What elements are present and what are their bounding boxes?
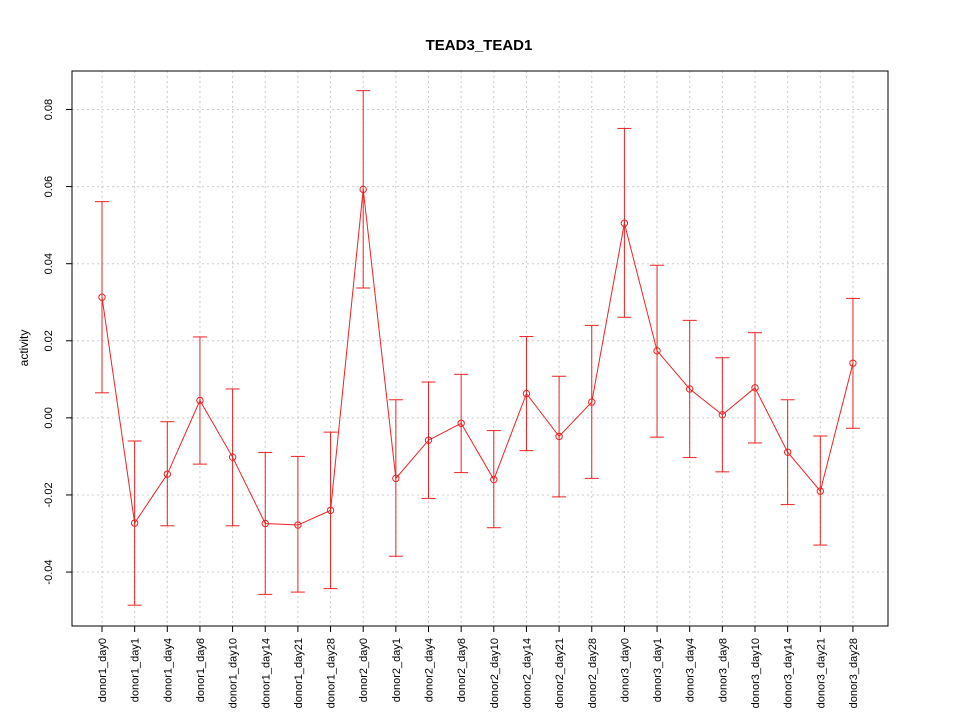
y-tick-label: 0.06 [43,176,55,197]
data-point [228,453,237,461]
x-tick-label: donor2_day4 [424,638,436,702]
y-tick-label: 0.08 [43,99,55,120]
x-tick-label: donor2_day28 [587,638,599,708]
x-tick-label: donor2_day1 [391,638,403,702]
data-point [783,448,792,456]
data-point [392,474,400,483]
data-point [359,185,367,194]
data-point [490,475,498,484]
x-tick-label: donor1_day4 [162,638,174,702]
data-points [98,185,857,529]
x-tick-label: donor1_day8 [195,638,207,702]
data-point [816,487,824,495]
y-tick-label: -0.04 [43,560,55,585]
x-tick-label: donor1_day14 [260,638,272,708]
data-point [163,470,172,478]
data-point [751,384,759,392]
y-tick-label: 0.04 [43,253,55,274]
x-tick-label: donor2_day21 [554,638,566,708]
x-tick-label: donor1_day10 [228,638,240,708]
data-point [130,519,139,527]
data-point [294,521,302,529]
x-tick-label: donor3_day8 [717,638,729,702]
data-point [588,398,596,406]
x-tick-label: donor3_day14 [783,638,795,708]
data-point [98,293,106,301]
x-tick-label: donor3_day21 [815,638,827,708]
chart-title: TEAD3_TEAD1 [426,37,533,54]
y-tick-label: 0.00 [43,407,55,428]
x-tick-label: donor1_day1 [130,638,142,702]
data-point [555,432,563,441]
x-tick-label: donor1_day0 [97,638,109,702]
x-axis: donor1_day0 donor1_day1 donor1_day4 donor1_… [97,625,860,708]
data-point [522,389,531,398]
x-tick-label: donor2_day0 [358,638,370,702]
data-point [457,419,465,427]
y-tick-label: 0.02 [43,330,55,351]
x-tick-label: donor2_day14 [521,638,533,708]
x-tick-label: donor3_day1 [652,638,664,702]
y-axis-label: activity [17,330,31,367]
x-tick-label: donor1_day21 [293,638,305,708]
x-tick-label: donor3_day10 [750,638,762,708]
x-tick-label: donor2_day8 [456,638,468,702]
plot-frame [71,70,889,627]
grid [72,71,888,626]
x-tick-label: donor3_day0 [619,638,631,702]
x-tick-label: donor3_day4 [685,638,697,702]
data-point [196,396,204,405]
data-point [686,385,694,393]
y-axis: -0.04 -0.02 0.00 0.02 0.04 0.06 0.08 [43,99,73,585]
series [101,189,854,526]
y-tick-label: -0.02 [43,482,55,507]
data-point [849,359,857,367]
x-tick-label: donor3_day28 [848,638,860,708]
error-bars [95,90,860,606]
x-tick-label: donor1_day28 [326,638,338,708]
series-line [101,189,854,526]
data-point [424,436,433,444]
data-point [653,347,661,355]
x-tick-label: donor2_day10 [489,638,501,708]
data-point [326,506,335,515]
data-point [261,519,269,528]
data-point [620,219,629,227]
data-point [718,411,727,419]
